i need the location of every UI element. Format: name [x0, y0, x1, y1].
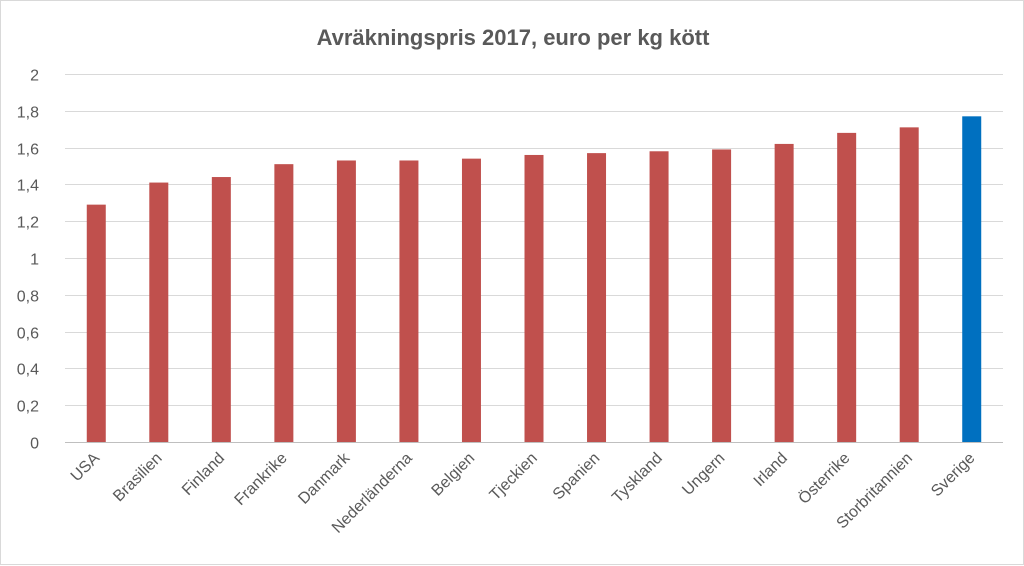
x-tick-label: USA [68, 450, 104, 486]
x-tick-label: Finland [179, 450, 228, 499]
bar-tyskland [649, 151, 669, 442]
y-tick-label: 1 [30, 252, 39, 269]
chart-title: Avräkningspris 2017, euro per kg kött [317, 25, 711, 50]
y-tick-label: 2 [30, 68, 39, 85]
x-tick-label: Ungern [679, 450, 728, 499]
x-tick-label: Irland [751, 450, 791, 490]
bars [86, 116, 982, 443]
x-tick-label: Tjeckien [487, 450, 541, 504]
y-tick-label: 0,6 [17, 326, 39, 343]
bar-frankrike [274, 164, 294, 442]
y-tick-label: 1,2 [17, 215, 39, 232]
x-tick-label: Spanien [550, 450, 604, 504]
x-tick-label: Frankrike [232, 450, 291, 509]
bar-belgien [461, 158, 481, 442]
bar-usa [86, 204, 106, 442]
bar-finland [211, 177, 231, 443]
y-tick-label: 0,4 [17, 362, 39, 379]
y-tick-label: 1,8 [17, 105, 39, 122]
y-tick-label: 0 [30, 436, 39, 453]
y-tick-label: 0,8 [17, 289, 39, 306]
x-tick-label: Tyskland [609, 450, 666, 507]
bar-spanien [587, 153, 607, 442]
x-tick-label: Brasilien [110, 450, 165, 505]
y-tick-label: 1,6 [17, 142, 39, 159]
x-tick-label: Belgien [429, 450, 479, 500]
x-tick-label: Österrike [795, 449, 854, 508]
x-axis-labels: USA Brasilien Finland Frankrike DanmarkNeder… [68, 449, 979, 537]
bar-sverige [962, 116, 982, 442]
bar-danmark [336, 160, 356, 443]
y-tick-label: 1,4 [17, 178, 39, 195]
bar-storbritannien [899, 127, 919, 443]
bar-brasilien [149, 182, 169, 442]
bar-ungern [712, 149, 732, 442]
y-tick-label: 0,2 [17, 399, 39, 416]
bar-nederl-nderna [399, 160, 419, 443]
bar-irland [774, 143, 794, 443]
x-tick-label: Sverige [928, 450, 978, 500]
y-axis-ticks: 0 0,2 0,4 0,6 0,8 1 1,2 1,4 1,6 1,8 2 [17, 68, 39, 453]
x-tick-label: Danmark [295, 449, 354, 508]
bar--sterrike [837, 132, 857, 442]
bar-tjeckien [524, 154, 544, 442]
